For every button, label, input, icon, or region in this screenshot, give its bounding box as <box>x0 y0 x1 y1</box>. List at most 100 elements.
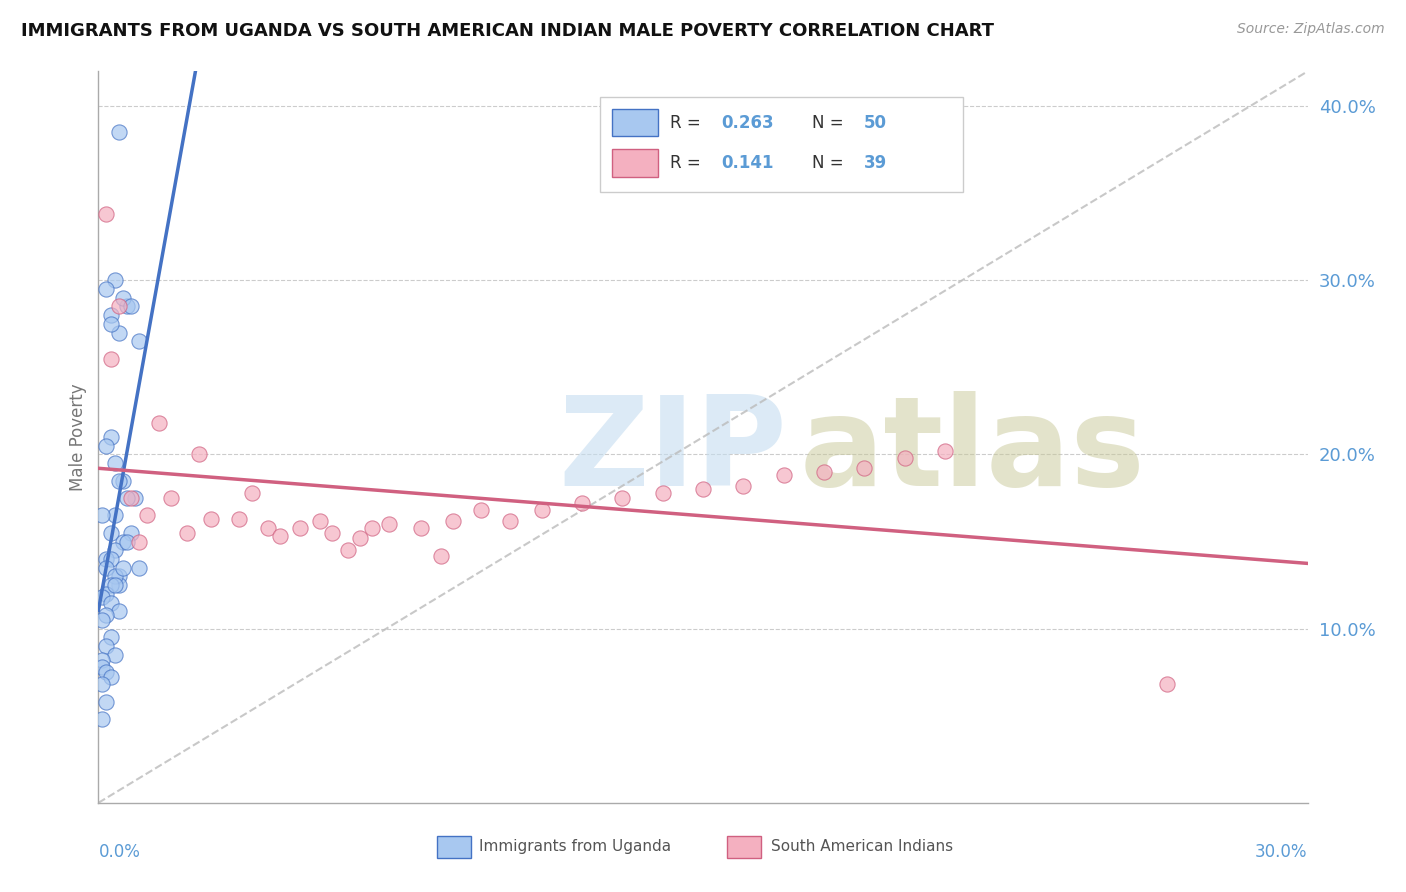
Point <box>188 448 211 462</box>
Text: R =: R = <box>671 113 706 131</box>
Text: atlas: atlas <box>800 392 1146 512</box>
Point <box>91 613 114 627</box>
Text: Immigrants from Uganda: Immigrants from Uganda <box>479 839 672 855</box>
Point <box>228 512 250 526</box>
Text: Source: ZipAtlas.com: Source: ZipAtlas.com <box>1237 22 1385 37</box>
FancyBboxPatch shape <box>600 97 963 192</box>
Point <box>107 326 129 340</box>
Point <box>115 534 138 549</box>
Point <box>107 300 129 314</box>
Point <box>120 300 142 314</box>
Point <box>1156 677 1178 691</box>
Text: 0.263: 0.263 <box>721 113 773 131</box>
Point <box>96 639 118 653</box>
Point <box>103 543 125 558</box>
Point <box>91 712 114 726</box>
Point <box>96 207 118 221</box>
Point <box>96 665 118 680</box>
Point <box>107 578 129 592</box>
Point <box>240 485 263 500</box>
Point <box>200 512 222 526</box>
Point <box>91 508 114 523</box>
Point <box>96 282 118 296</box>
Point <box>100 525 122 540</box>
Point <box>377 517 399 532</box>
Text: 50: 50 <box>863 113 887 131</box>
Point <box>100 595 122 609</box>
Point <box>120 525 142 540</box>
Point <box>612 491 634 505</box>
Point <box>176 525 198 540</box>
Point <box>361 521 384 535</box>
Point <box>571 496 593 510</box>
Text: N =: N = <box>811 113 849 131</box>
Point <box>409 521 432 535</box>
Point <box>100 351 122 366</box>
Text: N =: N = <box>811 153 849 172</box>
Point <box>853 461 876 475</box>
Point <box>256 521 278 535</box>
Point <box>733 479 755 493</box>
Point <box>337 543 360 558</box>
Point <box>128 334 150 349</box>
Point <box>100 670 122 684</box>
Point <box>91 591 114 605</box>
Point <box>103 508 125 523</box>
Text: 0.0%: 0.0% <box>98 843 141 861</box>
Point <box>128 560 150 574</box>
Point <box>498 514 520 528</box>
Point <box>111 291 134 305</box>
Point <box>160 491 183 505</box>
Point <box>107 569 129 583</box>
Point <box>111 474 134 488</box>
Point <box>135 508 157 523</box>
Point <box>107 474 129 488</box>
Y-axis label: Male Poverty: Male Poverty <box>69 384 87 491</box>
Text: 30.0%: 30.0% <box>1256 843 1308 861</box>
Point <box>115 300 138 314</box>
Point <box>91 677 114 691</box>
Point <box>103 648 125 662</box>
Point <box>100 552 122 566</box>
Text: 0.141: 0.141 <box>721 153 773 172</box>
Point <box>772 468 794 483</box>
Point <box>813 465 835 479</box>
Point <box>103 578 125 592</box>
Point <box>470 503 492 517</box>
Point <box>430 549 453 563</box>
Point <box>100 631 122 645</box>
Point <box>111 534 134 549</box>
Point <box>530 503 553 517</box>
Point <box>96 552 118 566</box>
Point <box>96 695 118 709</box>
FancyBboxPatch shape <box>613 149 658 177</box>
Point <box>96 439 118 453</box>
Text: IMMIGRANTS FROM UGANDA VS SOUTH AMERICAN INDIAN MALE POVERTY CORRELATION CHART: IMMIGRANTS FROM UGANDA VS SOUTH AMERICAN… <box>21 22 994 40</box>
Point <box>349 531 371 545</box>
Point <box>651 485 673 500</box>
Point <box>103 456 125 470</box>
Point <box>100 430 122 444</box>
Point <box>96 560 118 574</box>
Point <box>100 317 122 331</box>
Point <box>934 444 956 458</box>
Point <box>115 491 138 505</box>
Text: ZIP: ZIP <box>558 392 786 512</box>
FancyBboxPatch shape <box>613 109 658 136</box>
Point <box>103 273 125 287</box>
Point <box>100 578 122 592</box>
Point <box>103 569 125 583</box>
Point <box>288 521 311 535</box>
Point <box>309 514 332 528</box>
Point <box>120 491 142 505</box>
Point <box>91 660 114 674</box>
Point <box>124 491 146 505</box>
Point <box>269 529 291 543</box>
FancyBboxPatch shape <box>727 836 761 858</box>
Text: R =: R = <box>671 153 706 172</box>
FancyBboxPatch shape <box>437 836 471 858</box>
Point <box>107 604 129 618</box>
Text: South American Indians: South American Indians <box>770 839 953 855</box>
Point <box>107 125 129 139</box>
Point <box>893 450 915 465</box>
